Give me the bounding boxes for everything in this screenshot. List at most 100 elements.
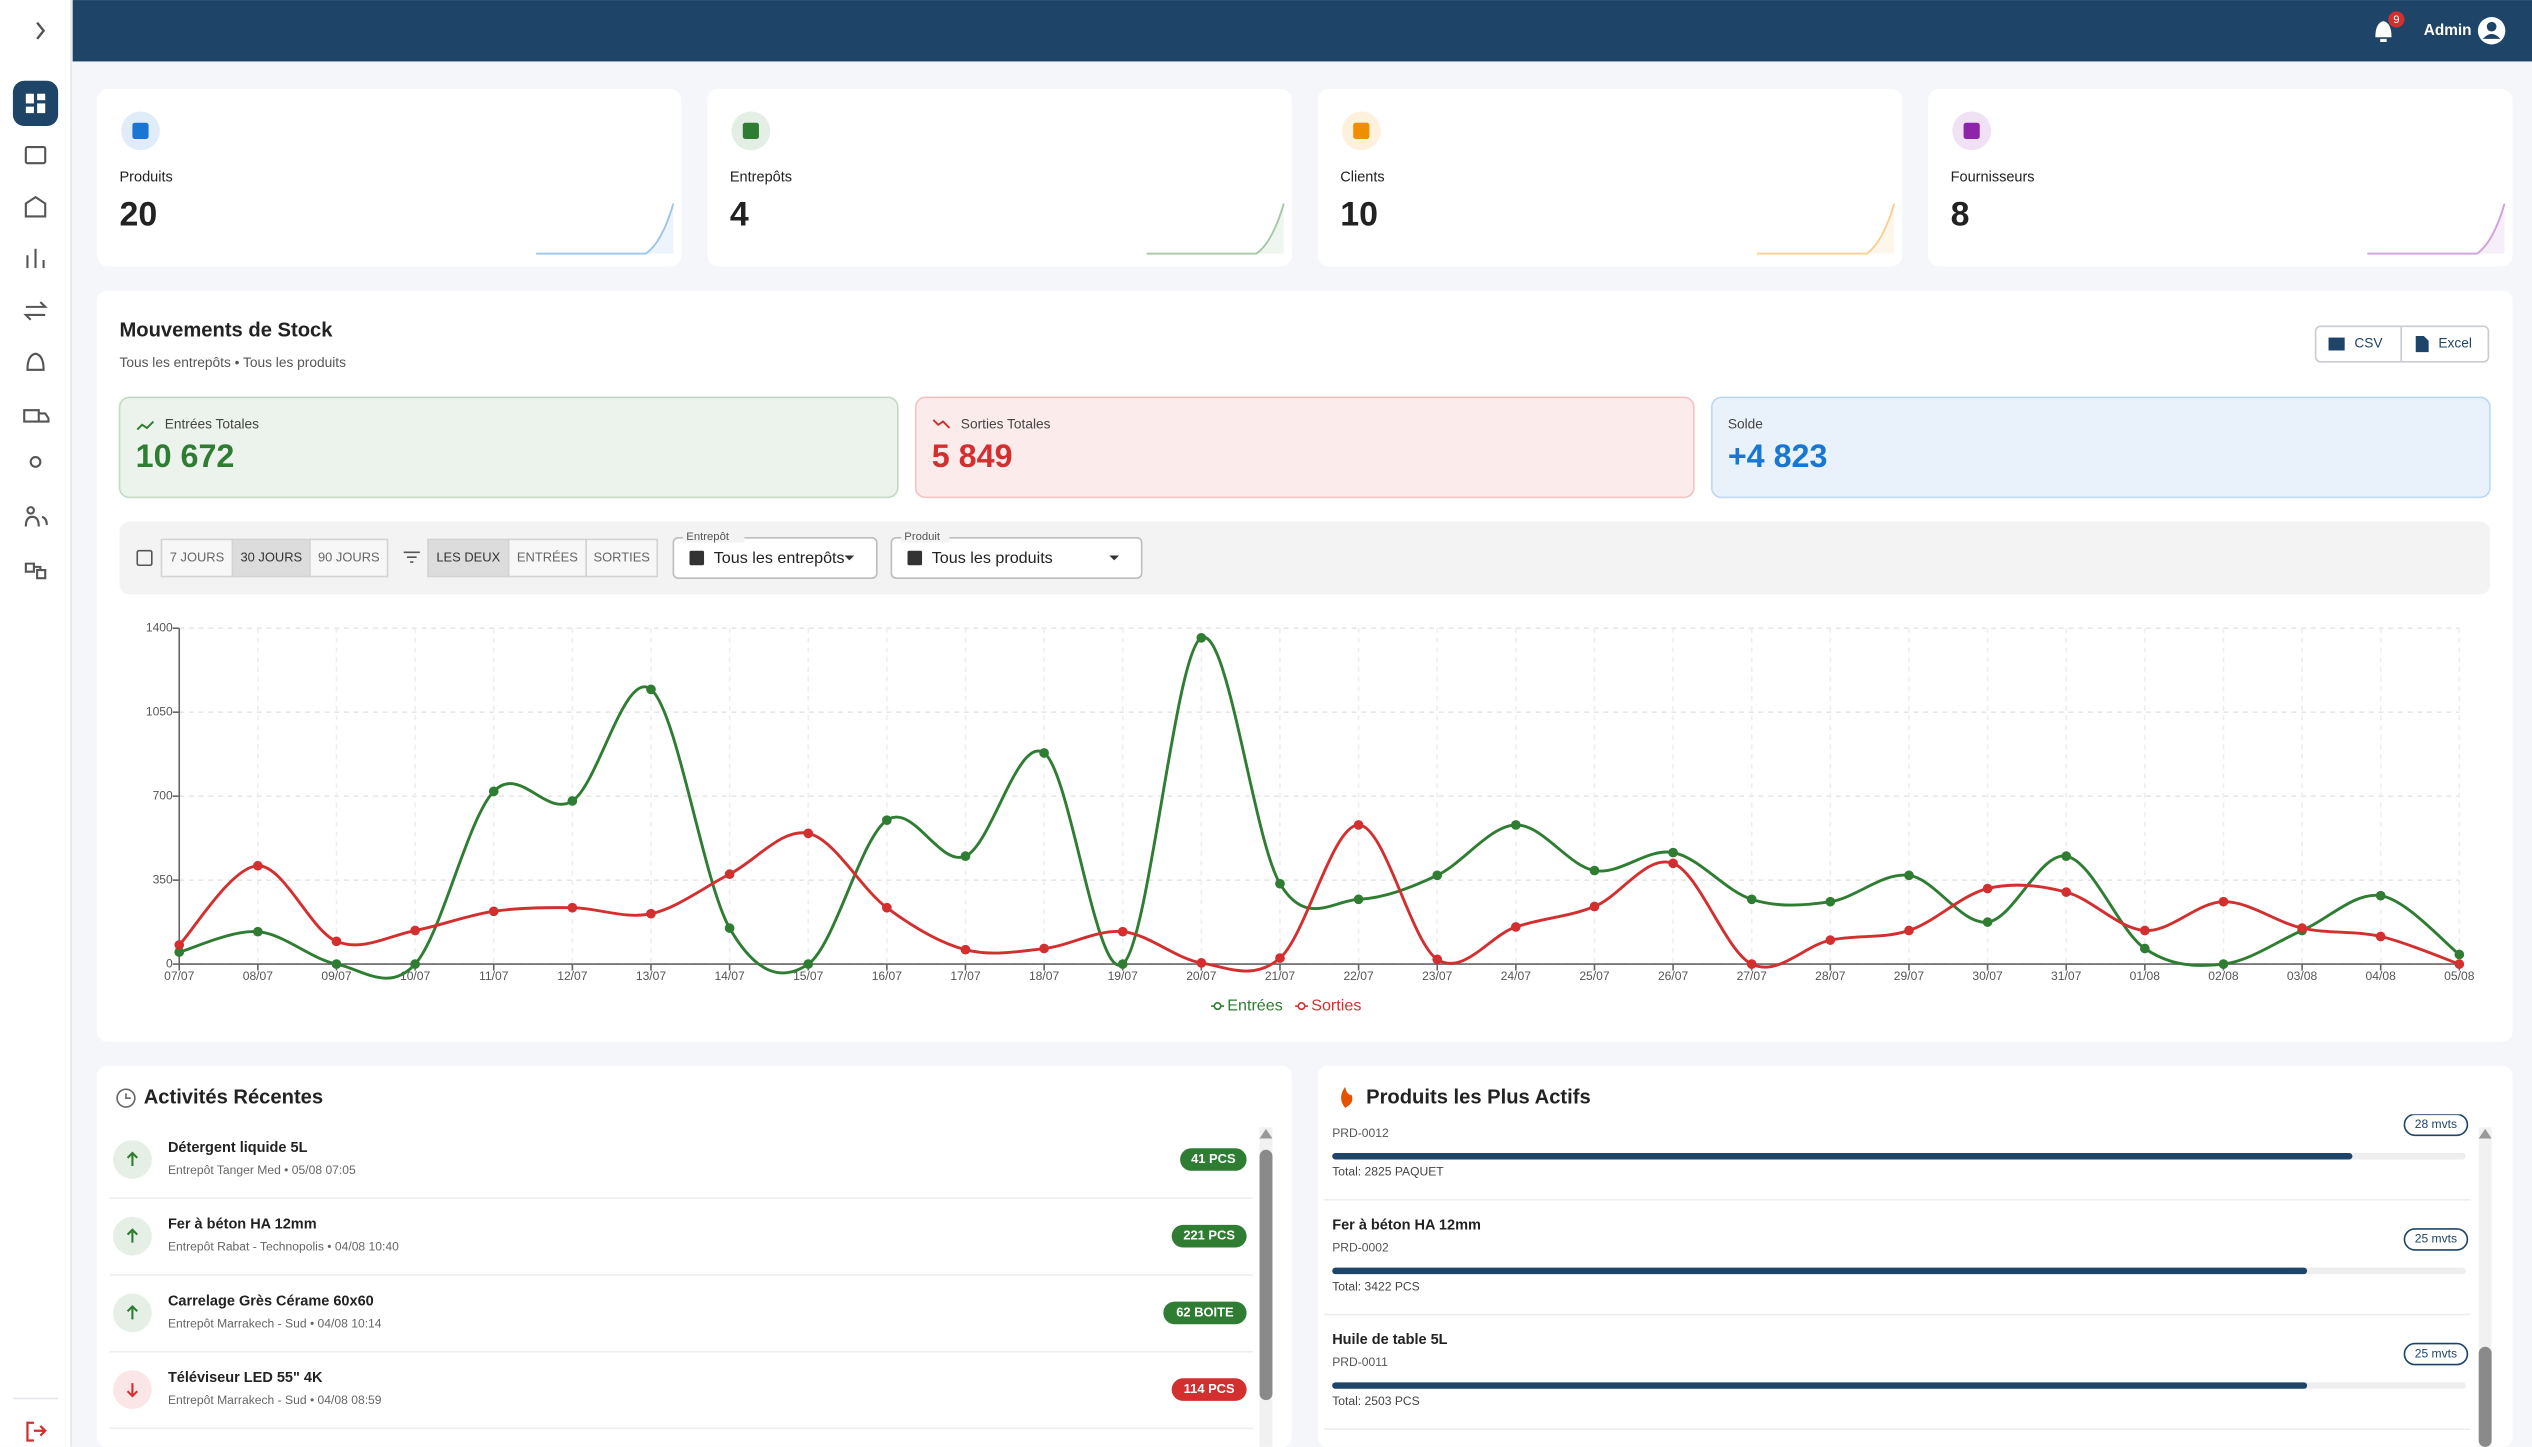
activity-name: Fer à béton HA 12mm	[168, 1217, 317, 1233]
data-point	[1511, 922, 1521, 932]
toggle-button[interactable]	[160, 538, 234, 578]
data-point	[2139, 925, 2150, 936]
data-point	[2454, 949, 2465, 960]
scroll-up[interactable]	[2478, 1128, 2492, 1139]
legend-label: Entrées	[1227, 996, 1283, 1014]
top-scroll-thumb[interactable]	[2478, 1346, 2492, 1447]
y-tick-label: 1400	[146, 620, 173, 634]
data-point	[646, 908, 656, 919]
top-products-list: PRD-0012 Total: 2825 PAQUET 28 mvts Fer à b…	[1324, 1114, 2471, 1430]
clock-hands	[125, 1093, 131, 1099]
qty-badge	[1171, 1224, 1247, 1248]
data-point	[567, 902, 578, 913]
x-tick-label: 05/08	[2444, 969, 2475, 983]
stat-card	[1317, 88, 1903, 267]
data-point	[1039, 943, 1049, 954]
stat-sparkline	[1146, 203, 1284, 254]
toggle-button[interactable]	[231, 538, 311, 578]
activity-detail: Entrepôt Rabat - Technopolis • 04/08 10:…	[168, 1240, 399, 1254]
nav-structure[interactable]	[24, 562, 47, 580]
activity-name: Détergent liquide 5L	[168, 1140, 308, 1156]
select-icon	[689, 550, 705, 566]
select[interactable]	[890, 536, 1143, 579]
product-code: PRD-0002	[1332, 1241, 1389, 1255]
summary-label: Solde	[1728, 416, 1763, 431]
notifications[interactable]	[2375, 21, 2392, 43]
qty-label: 41 PCS	[1191, 1151, 1236, 1166]
data-point	[410, 925, 420, 936]
nav-products[interactable]	[24, 145, 47, 165]
dashboard-icon	[25, 93, 46, 114]
toggle-label: 90 JOURS	[318, 549, 380, 564]
stat-icon	[1353, 122, 1370, 139]
stat-value: 10	[1340, 195, 1378, 233]
data-point	[1275, 878, 1285, 889]
product-code: PRD-0011	[1332, 1355, 1388, 1369]
nav-alerts[interactable]	[26, 352, 45, 371]
nav-suppliers[interactable]	[23, 409, 50, 423]
data-point	[1275, 953, 1285, 963]
x-tick-label: 12/07	[557, 969, 588, 983]
product-name: Fer à béton HA 12mm	[1332, 1218, 1481, 1234]
x-tick-label: 31/07	[2051, 969, 2082, 983]
activities-scroll-thumb[interactable]	[1259, 1149, 1273, 1401]
data-point	[1432, 870, 1443, 881]
x-tick-label: 11/07	[479, 969, 509, 983]
data-point	[1982, 883, 1993, 894]
toggle-label: SORTIES	[593, 549, 650, 564]
select[interactable]	[672, 536, 878, 579]
nav-dashboard[interactable]	[12, 80, 59, 127]
toggle-button[interactable]	[585, 538, 659, 578]
data-point	[1825, 896, 1836, 907]
nav-reports[interactable]	[26, 248, 45, 269]
data-point	[1904, 870, 1914, 881]
nav-clients[interactable]	[24, 506, 48, 527]
product-total: Total: 3422 PCS	[1332, 1279, 1420, 1293]
data-point	[1668, 847, 1678, 858]
user-name: Admin	[2424, 22, 2472, 39]
x-tick-label: 14/07	[714, 969, 745, 983]
toggle-label: 30 JOURS	[240, 549, 302, 564]
count-badge	[2403, 1342, 2469, 1366]
scroll-up[interactable]	[1259, 1128, 1273, 1139]
qty-label: 62 BOITE	[1176, 1304, 1234, 1319]
nav-movements[interactable]	[23, 301, 48, 321]
data-point	[1746, 959, 1757, 969]
progress-bar	[1332, 1153, 2353, 1160]
toggle-button[interactable]	[427, 538, 510, 578]
csv-icon	[2328, 337, 2345, 351]
qty-label: 221 PCS	[1183, 1228, 1235, 1243]
product-total: Total: 2503 PCS	[1332, 1394, 1420, 1408]
export-button[interactable]: CSV	[2354, 336, 2383, 351]
movements-title: Mouvements de Stock	[119, 319, 333, 341]
data-point	[960, 944, 971, 955]
excel-icon	[2415, 335, 2429, 353]
product-name: Huile de table 5L	[1332, 1332, 1447, 1348]
activities-title: Activités Récentes	[144, 1086, 323, 1108]
activity-arrow	[126, 1304, 138, 1320]
avatar-head	[2486, 21, 2497, 32]
data-point	[2061, 887, 2072, 897]
logout[interactable]	[26, 1421, 47, 1442]
data-point	[803, 828, 814, 839]
expand-button[interactable]	[36, 21, 46, 40]
x-tick-label: 09/07	[321, 969, 352, 983]
toggle-label: 7 JOURS	[170, 549, 225, 564]
data-point	[2454, 959, 2465, 969]
nav-user[interactable]	[29, 456, 42, 468]
count-label: 28 mvts	[2415, 1117, 2457, 1131]
stat-value: 8	[1951, 195, 1970, 233]
legend-label: Sorties	[1311, 996, 1361, 1014]
data-point	[2375, 890, 2386, 901]
data-point	[1196, 958, 1207, 968]
x-tick-label: 13/07	[636, 969, 667, 983]
summary-value: 10 672	[136, 438, 235, 474]
x-tick-label: 20/07	[1186, 969, 1217, 983]
data-point	[1511, 820, 1521, 830]
export-button[interactable]: Excel	[2438, 336, 2472, 351]
nav-warehouses[interactable]	[24, 195, 47, 218]
toggle-button[interactable]	[309, 538, 389, 578]
toggle-button[interactable]	[507, 538, 587, 578]
